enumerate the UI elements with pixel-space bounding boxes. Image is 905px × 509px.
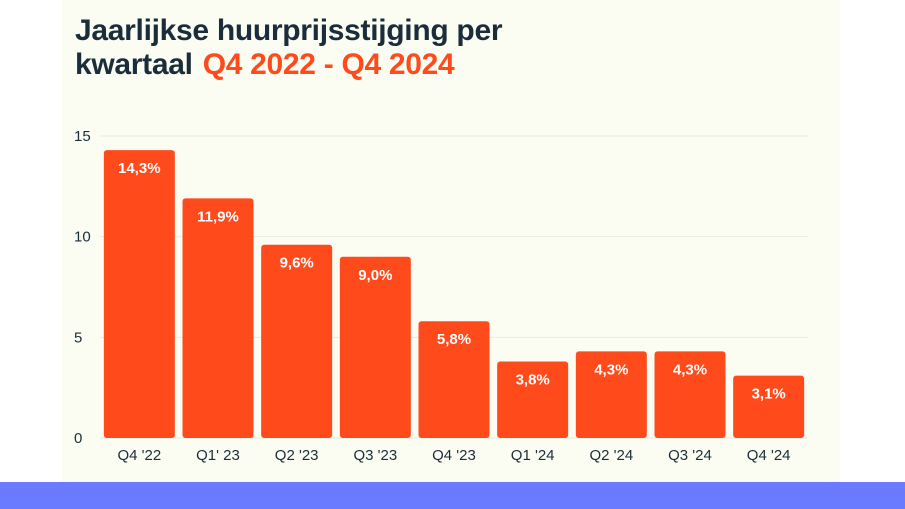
bar xyxy=(497,361,569,438)
x-tick-label: Q3 '23 xyxy=(353,447,397,464)
bar-chart: 0 5 10 15 14,3% 11,9% 9,6% 9,0% 5,8% 3,8% 4,3% 4,3… xyxy=(74,128,808,464)
data-label: 4,3% xyxy=(673,361,707,378)
x-tick-label: Q1 '24 xyxy=(511,447,555,464)
x-tick-label: Q4 '23 xyxy=(432,447,476,464)
bottom-band xyxy=(0,482,905,509)
bar xyxy=(103,150,175,439)
x-tick-label: Q3 '24 xyxy=(668,447,712,464)
y-tick-label: 5 xyxy=(74,329,82,346)
bar xyxy=(182,198,254,438)
data-label: 3,8% xyxy=(516,371,550,388)
bar xyxy=(733,375,805,438)
y-tick-label: 0 xyxy=(74,430,82,447)
y-axis: 0 5 10 15 xyxy=(74,128,91,447)
bars xyxy=(103,150,805,439)
x-tick-label: Q1' 23 xyxy=(196,447,240,464)
chart-title: Jaarlijkse huurprijsstijging per kwartaa… xyxy=(75,14,503,82)
data-label: 9,0% xyxy=(358,267,392,284)
data-label: 3,1% xyxy=(752,386,786,403)
y-tick-label: 10 xyxy=(74,229,91,246)
bar xyxy=(575,351,647,438)
x-tick-label: Q4 '22 xyxy=(117,447,161,464)
data-label: 4,3% xyxy=(594,361,628,378)
x-tick-label: Q2 '23 xyxy=(275,447,319,464)
bar xyxy=(418,321,490,438)
bar xyxy=(261,244,333,438)
data-label: 11,9% xyxy=(197,208,239,225)
title-line2: kwartaal xyxy=(75,48,193,81)
title-main: Jaarlijkse huurprijsstijging per xyxy=(75,14,503,47)
data-label: 9,6% xyxy=(280,255,314,272)
data-labels: 14,3% 11,9% 9,6% 9,0% 5,8% 3,8% 4,3% 4,3% 3,1% xyxy=(118,160,786,402)
data-label: 5,8% xyxy=(437,331,471,348)
x-axis: Q4 '22 Q1' 23 Q2 '23 Q3 '23 Q4 '23 Q1 '24 Q2 '… xyxy=(117,447,790,464)
title-accent: Q4 2022 - Q4 2024 xyxy=(202,48,455,81)
y-tick-label: 15 xyxy=(74,128,91,145)
x-tick-label: Q4 '24 xyxy=(747,447,791,464)
x-tick-label: Q2 '24 xyxy=(589,447,633,464)
bar xyxy=(654,351,726,438)
data-label: 14,3% xyxy=(118,160,161,177)
bar xyxy=(339,256,411,438)
